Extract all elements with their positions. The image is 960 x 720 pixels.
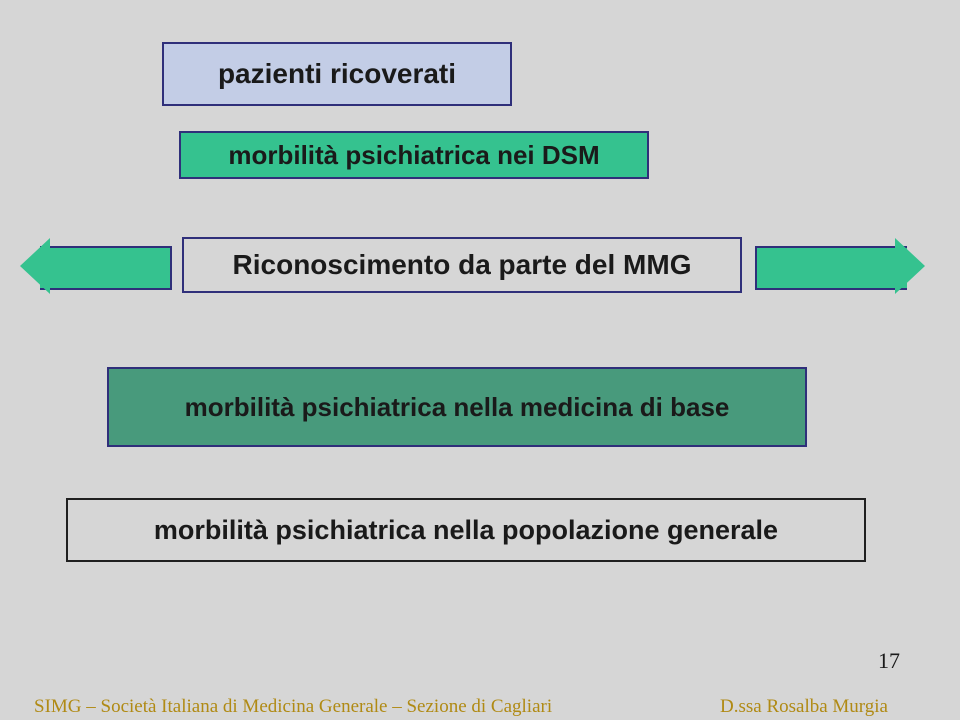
box-morbilita-popolazione: morbilità psichiatrica nella popolazione… [66,498,866,562]
page-number-value: 17 [878,648,900,673]
box-morbilita-medicina-base: morbilità psichiatrica nella medicina di… [107,367,807,447]
footer-right-text: D.ssa Rosalba Murgia [720,696,888,717]
diagram-slide: pazienti ricoverati morbilità psichiatri… [0,0,960,720]
footer-right: D.ssa Rosalba Murgia [720,696,960,718]
footer-left-text: SIMG – Società Italiana di Medicina Gene… [34,696,552,717]
box-label: pazienti ricoverati [218,58,456,90]
footer-left: SIMG – Società Italiana di Medicina Gene… [34,696,594,718]
box-morbilita-dsm: morbilità psichiatrica nei DSM [179,131,649,179]
box-pazienti-ricoverati: pazienti ricoverati [162,42,512,106]
arrow-body [40,246,172,290]
box-label: morbilità psichiatrica nella medicina di… [185,392,730,423]
box-label: Riconoscimento da parte del MMG [233,249,692,281]
arrow-body [755,246,907,290]
arrow-head-right-icon [895,238,925,294]
arrow-head-left-icon [20,238,50,294]
box-label: morbilità psichiatrica nella popolazione… [154,515,778,546]
box-label: morbilità psichiatrica nei DSM [228,140,599,171]
box-riconoscimento-mmg: Riconoscimento da parte del MMG [182,237,742,293]
page-number: 17 [860,648,900,674]
